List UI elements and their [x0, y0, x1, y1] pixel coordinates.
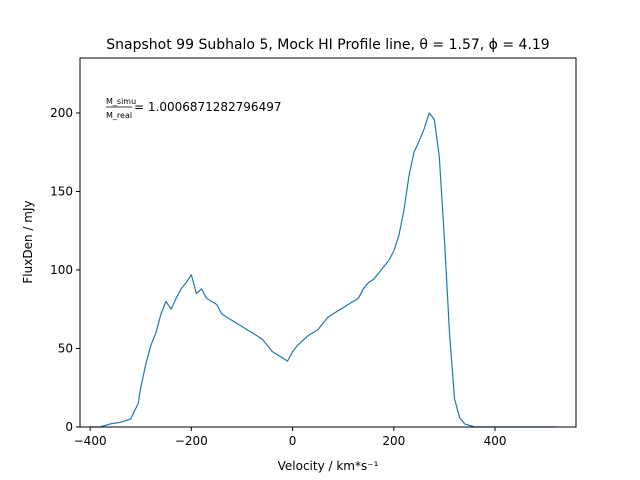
- y-axis-ticks: 0 50 100 150 200: [50, 106, 80, 434]
- annotation-value: = 1.0006871282796497: [134, 100, 281, 114]
- y-axis-label: FluxDen / mJy: [21, 200, 35, 283]
- y-tick-label: 200: [50, 106, 73, 120]
- x-axis-ticks: −400 −200 0 200 400: [74, 427, 507, 448]
- series-line-hi-profile: [90, 112, 556, 428]
- x-axis-label: Velocity / km*s⁻¹: [278, 459, 379, 473]
- y-tick-label: 100: [50, 263, 73, 277]
- y-tick-label: 150: [50, 184, 73, 198]
- y-tick-label: 0: [65, 420, 73, 434]
- x-tick-label: 200: [382, 434, 405, 448]
- annotation-numerator: M_simu: [106, 97, 136, 106]
- annotation-denominator: M_real: [106, 111, 132, 120]
- x-tick-label: −400: [74, 434, 107, 448]
- x-tick-label: 0: [289, 434, 297, 448]
- x-tick-label: −200: [175, 434, 208, 448]
- mass-ratio-annotation: M_simu M_real = 1.0006871282796497: [106, 97, 281, 120]
- x-tick-label: 400: [484, 434, 507, 448]
- chart-title: Snapshot 99 Subhalo 5, Mock HI Profile l…: [106, 37, 549, 53]
- plot-area: [90, 112, 556, 428]
- axes-frame: [79, 57, 577, 428]
- y-tick-label: 50: [58, 341, 73, 355]
